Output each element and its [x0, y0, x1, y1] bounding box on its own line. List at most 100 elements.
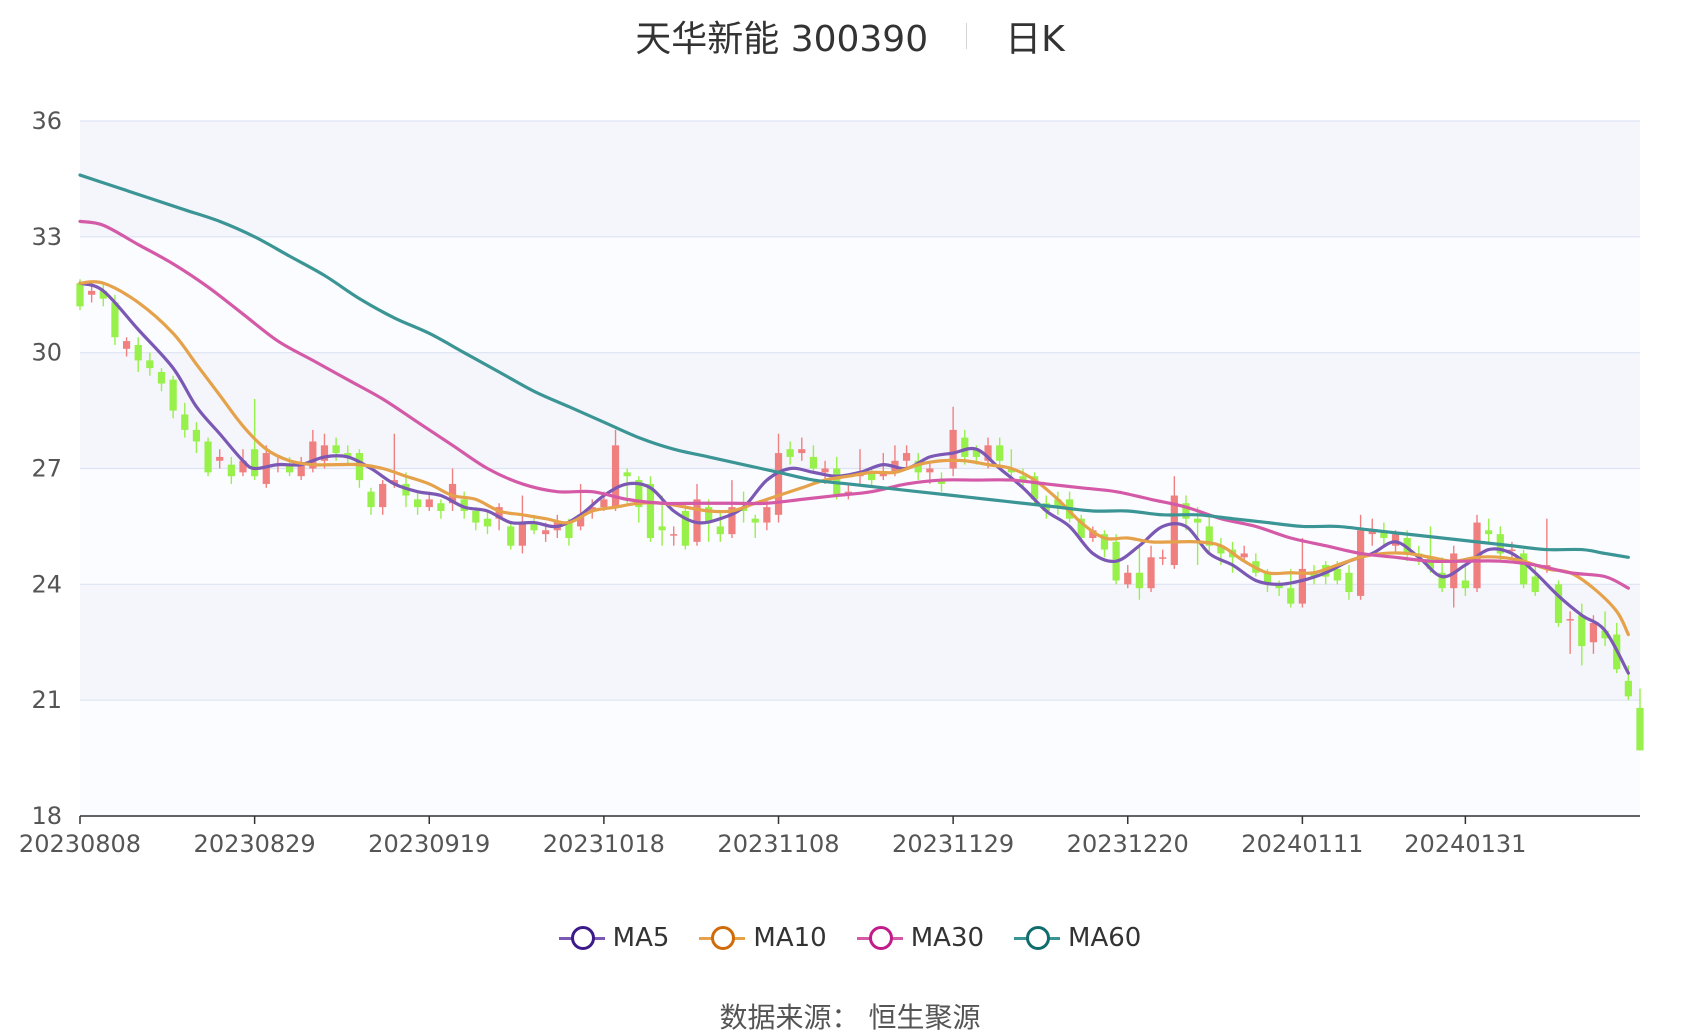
legend-item-ma10[interactable]: MA10 — [699, 923, 827, 953]
candle-body — [1089, 530, 1097, 538]
candle-down — [1205, 514, 1213, 554]
candle-down — [1380, 522, 1388, 546]
candle-body — [76, 283, 84, 307]
candle-body — [204, 441, 212, 473]
candle-body — [728, 507, 736, 535]
candle-down — [1519, 549, 1528, 589]
candle-body — [646, 483, 655, 538]
candle-down — [1135, 545, 1144, 600]
candle-body — [1182, 503, 1190, 519]
candle-body — [1077, 518, 1085, 538]
legend-item-ma5[interactable]: MA5 — [558, 923, 670, 953]
candle-up — [320, 433, 329, 469]
candle-down — [937, 472, 946, 492]
x-axis: 20230808 20230829 20230919 20231018 20231108… — [19, 815, 1640, 858]
candle-down — [786, 441, 794, 465]
y-tick-label: 24 — [31, 570, 62, 598]
candle-body — [1519, 553, 1528, 585]
candle-body — [518, 522, 526, 546]
candle-down — [1485, 518, 1493, 542]
legend-marker-icon — [558, 925, 605, 951]
candle-down — [1007, 449, 1015, 477]
candle-up — [448, 468, 457, 511]
candle-down — [192, 422, 201, 454]
candle-down — [355, 449, 364, 488]
candle-body — [961, 437, 969, 457]
legend: MA5 MA10 MA30 MA60 — [0, 918, 1700, 958]
candle-body — [751, 518, 759, 523]
candle-body — [542, 530, 550, 535]
candle-body — [809, 456, 818, 469]
chart-title: 天华新能 300390 — [635, 19, 929, 60]
candle-body — [1356, 530, 1365, 596]
y-tick-label: 33 — [31, 223, 62, 251]
y-tick-label: 30 — [31, 339, 62, 367]
candle-down — [1077, 514, 1085, 542]
candle-body — [460, 499, 468, 511]
candle-body — [1566, 619, 1574, 621]
candle-body — [1031, 476, 1039, 500]
candle-body — [251, 449, 259, 477]
candle-body — [414, 499, 422, 508]
candle-body — [530, 522, 538, 531]
candle-body — [972, 449, 981, 457]
candle-body — [635, 480, 643, 508]
candle-down — [1194, 507, 1202, 566]
candle-up — [390, 433, 398, 488]
candle-body — [693, 499, 701, 542]
candle-body — [1380, 530, 1388, 538]
candle-body — [297, 464, 305, 477]
candle-down — [1310, 565, 1318, 585]
candle-down — [507, 522, 515, 550]
candle-body — [285, 464, 294, 473]
candle-up — [902, 445, 911, 469]
candle-up — [216, 449, 224, 469]
legend-marker-icon — [1014, 925, 1061, 951]
legend-label: MA5 — [612, 923, 670, 953]
legend-circle-icon — [711, 926, 736, 950]
candle-body — [390, 480, 398, 484]
candle-body — [658, 526, 666, 531]
candle-body — [495, 507, 503, 519]
y-tick-label: 21 — [31, 686, 62, 714]
candle-body — [1194, 518, 1202, 523]
legend-label: MA60 — [1068, 923, 1142, 953]
plot-band — [80, 584, 1640, 701]
candle-up — [728, 480, 736, 538]
candle-body — [227, 464, 235, 477]
x-tick-label: 20230919 — [368, 830, 490, 858]
legend-item-ma60[interactable]: MA60 — [1014, 923, 1141, 953]
candle-down — [1345, 565, 1353, 600]
x-tick-label: 20230829 — [194, 830, 316, 858]
candle-body — [355, 453, 364, 481]
chart-period-label: 日K — [1005, 19, 1065, 60]
candle-up — [1089, 526, 1097, 542]
candle-body — [181, 414, 189, 430]
x-tick-label: 20231018 — [543, 830, 665, 858]
x-tick-label: 20231129 — [892, 830, 1014, 858]
legend-label: MA30 — [910, 923, 985, 953]
candle-down — [146, 352, 154, 376]
candle-down — [716, 510, 724, 542]
candle-down — [204, 437, 212, 477]
candle-body — [507, 526, 515, 546]
candle-body — [367, 491, 375, 508]
candle-body — [146, 360, 154, 369]
candle-body — [1438, 572, 1446, 589]
candle-up — [844, 483, 852, 500]
candle-down — [437, 499, 445, 519]
candle-body — [99, 290, 107, 299]
x-tick-label: 20231220 — [1067, 830, 1189, 858]
candle-body — [879, 472, 887, 477]
candle-down — [914, 453, 922, 481]
candle-down — [99, 283, 107, 307]
candle-down — [157, 368, 166, 392]
candle-body — [483, 518, 492, 527]
candle-body — [763, 507, 771, 523]
candle-down — [1461, 565, 1469, 596]
legend-item-ma30[interactable]: MA30 — [856, 923, 985, 953]
candle-body — [437, 503, 445, 511]
candle-body — [1159, 557, 1167, 559]
candle-body — [1345, 572, 1353, 593]
